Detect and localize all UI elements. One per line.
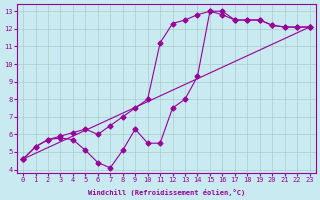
X-axis label: Windchill (Refroidissement éolien,°C): Windchill (Refroidissement éolien,°C) xyxy=(88,189,245,196)
